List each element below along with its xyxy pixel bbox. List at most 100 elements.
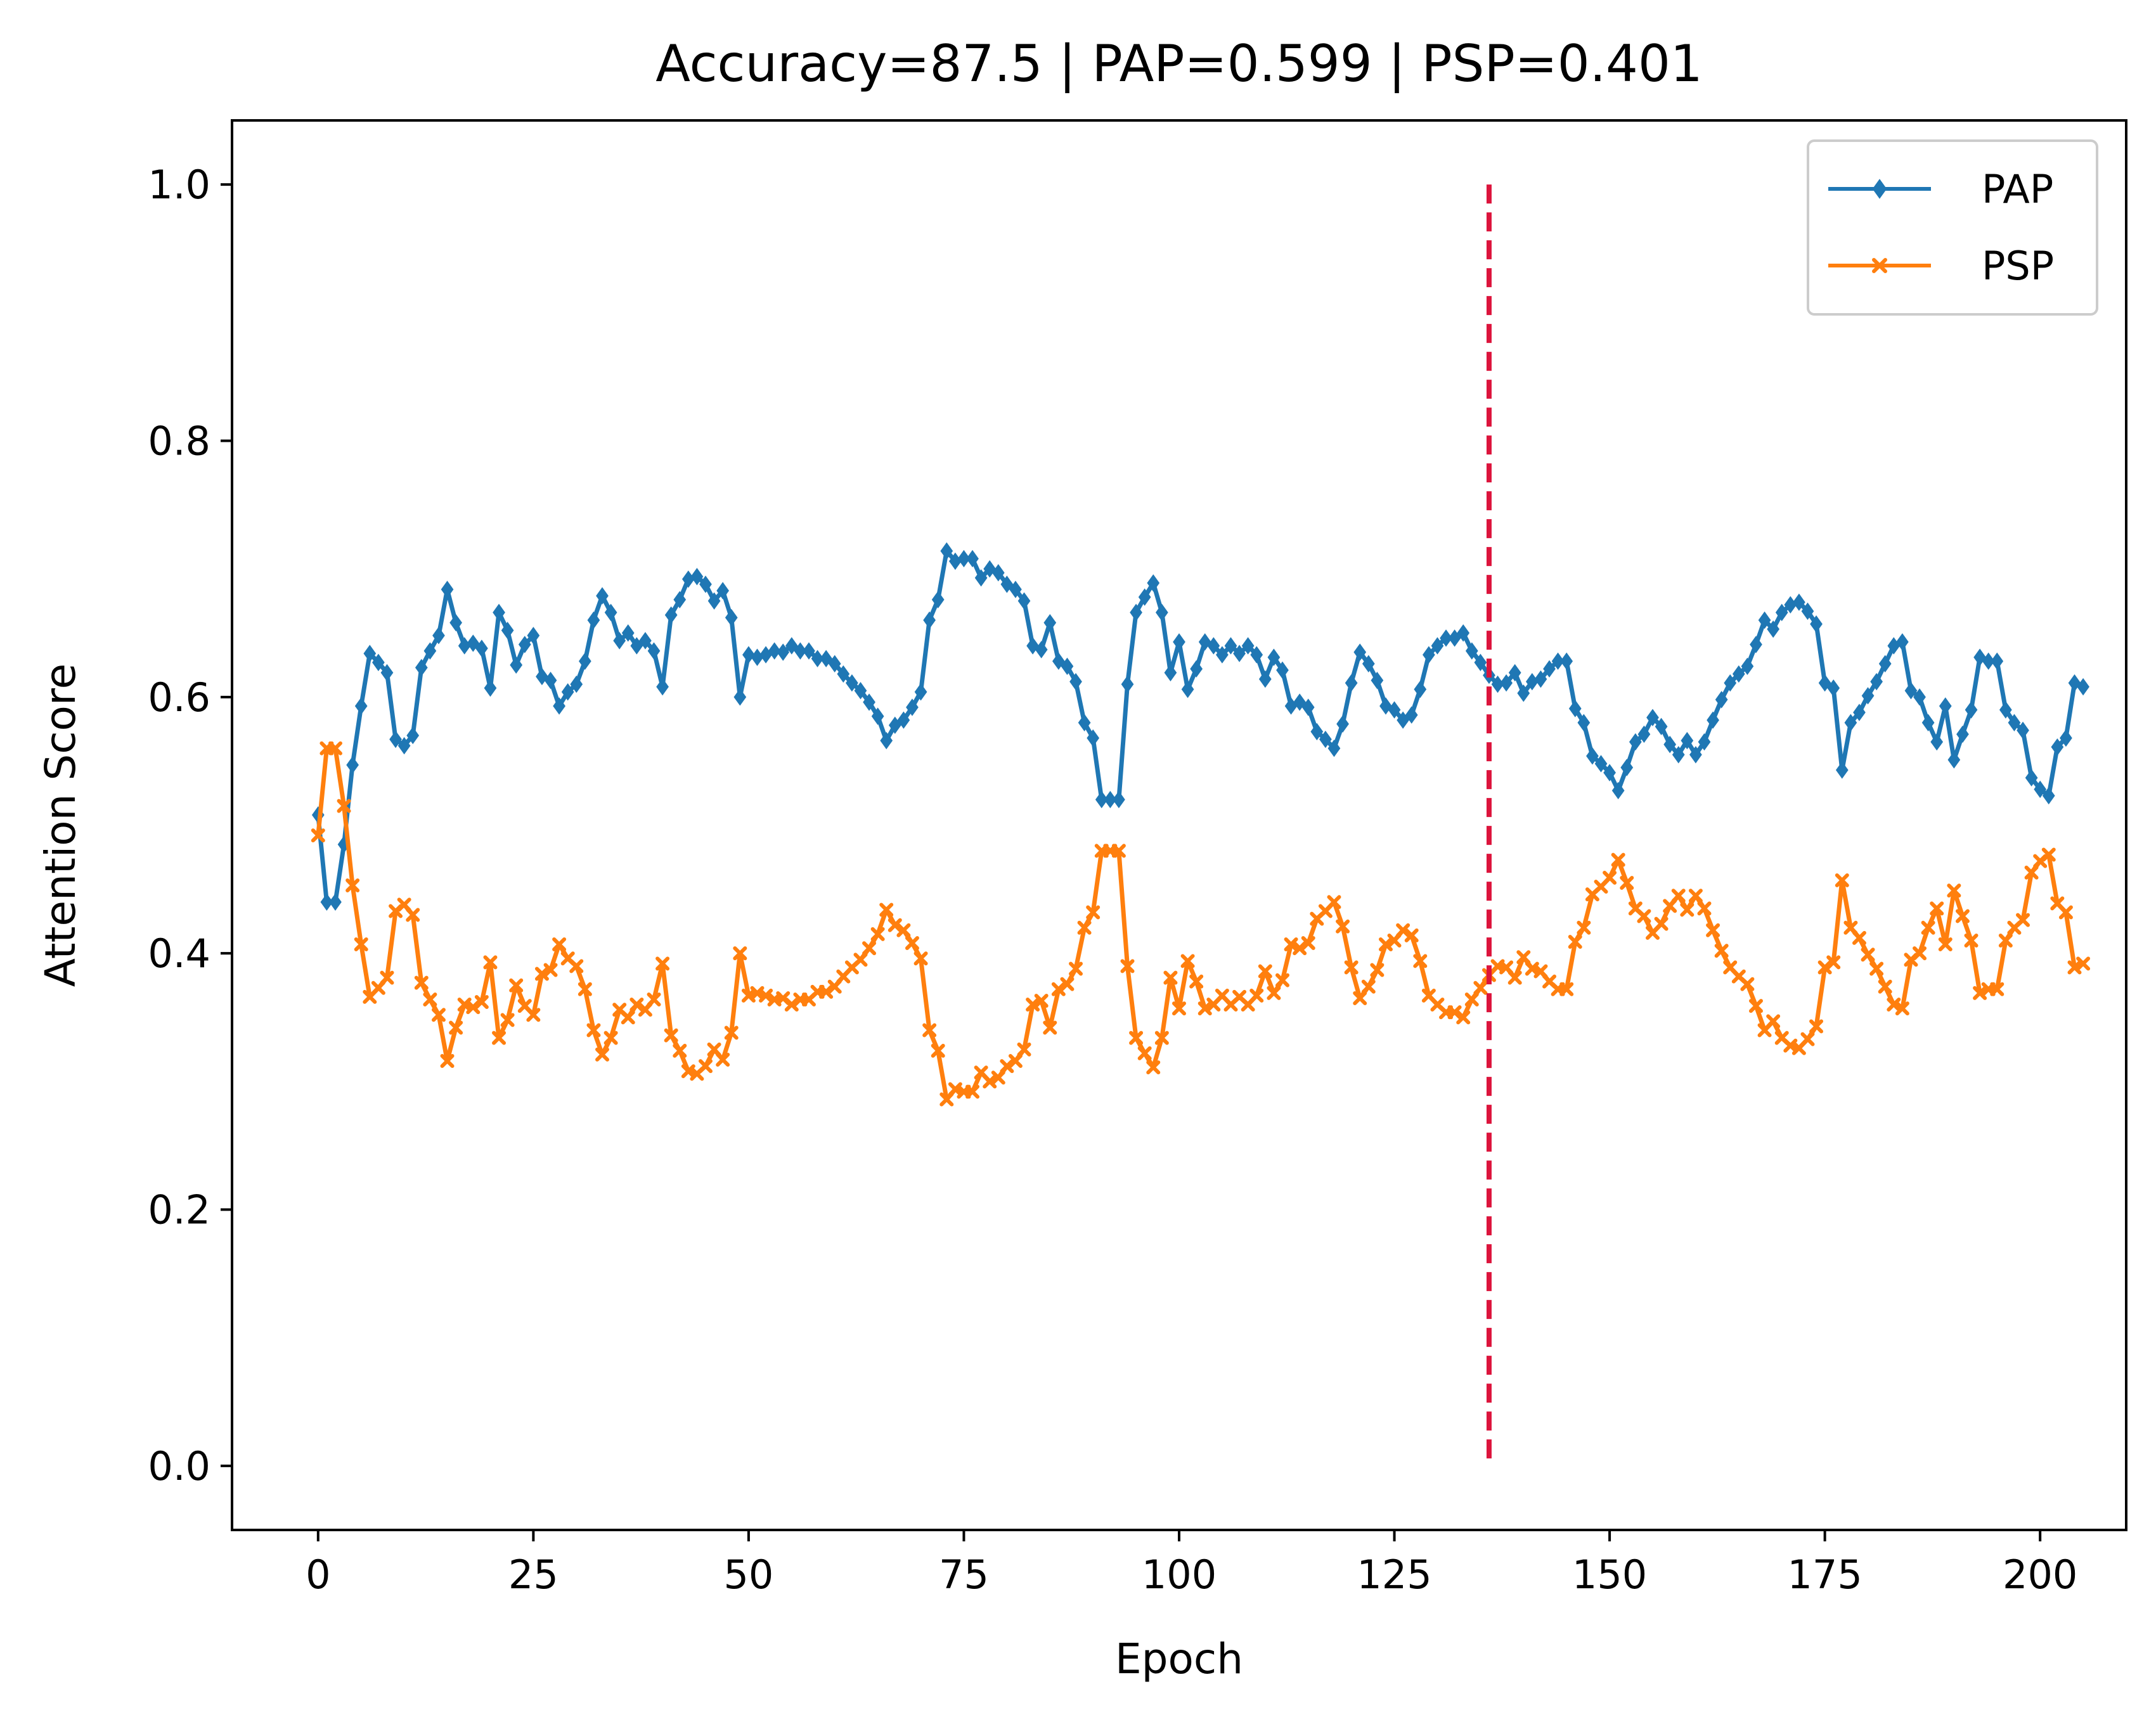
series-layer xyxy=(311,184,2091,1466)
data-point-psp xyxy=(1327,895,1341,909)
y-tick-label: 1.0 xyxy=(148,162,210,208)
data-point-psp xyxy=(1620,875,1634,890)
x-tick-label: 50 xyxy=(723,1552,773,1598)
data-point-pap xyxy=(1698,733,1711,751)
data-point-pap xyxy=(1181,680,1194,698)
data-point-psp xyxy=(1026,998,1040,1012)
data-point-pap xyxy=(1000,575,1014,593)
data-point-psp xyxy=(1869,961,1884,976)
data-point-pap xyxy=(578,652,591,670)
data-point-psp xyxy=(543,963,558,977)
data-point-pap xyxy=(1681,731,1694,750)
data-point-psp xyxy=(983,1074,997,1089)
data-point-psp xyxy=(1714,944,1729,958)
data-point-psp xyxy=(1887,998,1901,1012)
data-point-pap xyxy=(794,642,807,660)
data-point-pap xyxy=(372,653,385,671)
data-point-pap xyxy=(423,642,437,660)
data-point-pap xyxy=(1956,725,1969,743)
data-point-pap xyxy=(1362,655,1375,672)
data-point-psp xyxy=(1086,905,1101,920)
data-point-pap xyxy=(1921,714,1935,731)
data-point-pap xyxy=(1155,603,1168,622)
data-point-pap xyxy=(820,650,833,667)
x-tick-label: 125 xyxy=(1357,1552,1431,1598)
data-point-pap xyxy=(966,549,979,568)
data-point-pap xyxy=(863,693,875,711)
data-point-pap xyxy=(570,675,583,693)
data-point-pap xyxy=(1397,711,1409,729)
x-tick-label: 75 xyxy=(939,1552,989,1598)
data-point-pap xyxy=(1775,603,1788,622)
data-point-psp xyxy=(354,937,368,952)
data-point-pap xyxy=(467,634,480,652)
data-point-pap xyxy=(1904,681,1918,700)
data-point-psp xyxy=(483,955,498,970)
data-point-pap xyxy=(854,681,867,700)
data-point-psp xyxy=(1809,1019,1824,1034)
data-point-pap xyxy=(699,575,712,593)
data-point-psp xyxy=(1559,982,1574,996)
data-point-pap xyxy=(983,560,997,578)
data-point-pap xyxy=(587,611,600,629)
data-point-psp xyxy=(862,941,877,956)
data-point-psp xyxy=(896,923,911,937)
data-point-psp xyxy=(345,878,360,893)
x-axis: 0 25 50 75 100 125 150 175 200 xyxy=(306,1530,2077,1598)
data-point-pap xyxy=(1069,672,1082,691)
data-point-psp xyxy=(1835,873,1849,887)
data-point-pap xyxy=(639,632,652,650)
data-point-pap xyxy=(846,674,858,692)
data-point-psp xyxy=(1654,916,1669,931)
data-point-pap xyxy=(1276,661,1289,679)
data-point-psp xyxy=(2076,956,2091,971)
data-point-psp xyxy=(1370,963,1385,977)
data-point-psp xyxy=(759,988,773,1003)
data-point-pap xyxy=(2060,729,2072,747)
data-point-pap xyxy=(1465,642,1478,660)
data-point-pap xyxy=(1327,739,1341,757)
data-point-pap xyxy=(2008,714,2021,731)
data-point-psp xyxy=(578,982,592,996)
y-axis: 0.0 0.2 0.4 0.6 0.8 1.0 xyxy=(148,162,232,1489)
data-point-psp xyxy=(311,828,325,843)
data-point-pap xyxy=(1250,646,1263,664)
data-point-pap xyxy=(1138,588,1151,606)
data-point-psp xyxy=(1456,1010,1471,1025)
data-point-psp xyxy=(1697,901,1712,916)
y-tick-label: 0.4 xyxy=(148,930,210,977)
data-point-pap xyxy=(828,655,841,672)
data-point-psp xyxy=(1293,941,1307,956)
data-point-psp xyxy=(1930,901,1944,916)
data-point-pap xyxy=(1982,652,1995,670)
data-point-pap xyxy=(2077,678,2089,696)
data-point-psp xyxy=(1766,1014,1781,1029)
data-point-pap xyxy=(501,621,514,639)
data-point-pap xyxy=(837,665,850,683)
data-point-pap xyxy=(1310,723,1324,741)
data-point-pap xyxy=(1827,679,1840,697)
data-point-pap xyxy=(1810,615,1823,633)
data-point-psp xyxy=(492,1031,507,1045)
data-point-psp xyxy=(1137,1046,1152,1060)
data-point-psp xyxy=(414,975,429,990)
data-point-pap xyxy=(1052,652,1065,670)
data-point-pap xyxy=(1732,665,1745,683)
y-tick-label: 0.6 xyxy=(148,674,210,721)
data-point-pap xyxy=(2042,787,2055,805)
data-point-pap xyxy=(897,711,910,729)
data-point-psp xyxy=(819,984,834,999)
data-point-pap xyxy=(1707,711,1719,729)
data-point-pap xyxy=(2017,721,2029,740)
data-point-psp xyxy=(1051,982,1066,996)
data-point-psp xyxy=(1404,928,1419,942)
data-point-pap xyxy=(1319,730,1332,749)
data-point-pap xyxy=(914,683,927,701)
data-point-psp xyxy=(328,741,342,755)
data-point-pap xyxy=(1130,603,1142,622)
x-tick-label: 25 xyxy=(508,1552,558,1598)
data-point-psp xyxy=(1568,934,1582,949)
data-point-psp xyxy=(1680,903,1694,917)
data-point-psp xyxy=(569,959,584,973)
data-point-pap xyxy=(561,683,574,701)
